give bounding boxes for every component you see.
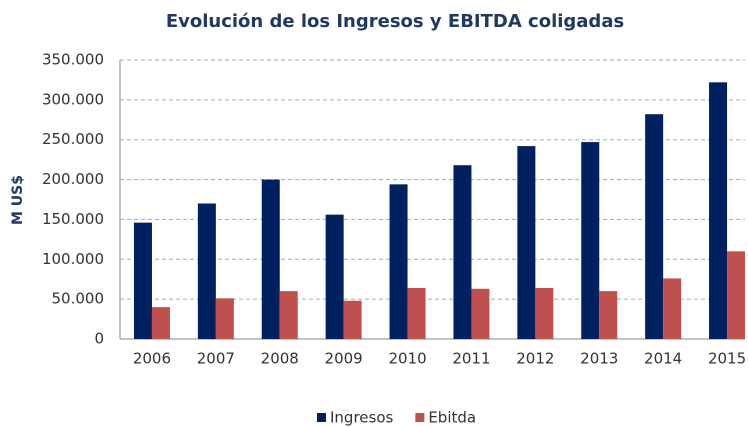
y-tick-label: 150.000	[42, 210, 104, 228]
bar	[709, 82, 728, 339]
bar	[279, 291, 298, 339]
bar	[453, 165, 472, 339]
x-tick-label: 2008	[261, 350, 299, 368]
y-tick-label: 250.000	[42, 130, 104, 148]
legend-label: Ebitda	[428, 409, 476, 427]
x-tick-label: 2006	[133, 350, 171, 368]
bar	[325, 214, 344, 339]
bar	[261, 179, 280, 339]
y-tick-label: 300.000	[42, 90, 104, 108]
y-tick-label: 350.000	[42, 51, 104, 69]
bar	[343, 300, 362, 339]
y-tick-label: 100.000	[42, 250, 104, 268]
chart-title: Evolución de los Ingresos y EBITDA colig…	[166, 11, 624, 32]
bar	[389, 184, 408, 339]
y-tick-label: 200.000	[42, 170, 104, 188]
bar	[535, 287, 554, 339]
bar	[581, 142, 600, 339]
x-tick-label: 2007	[197, 350, 235, 368]
bar	[645, 114, 664, 339]
bar	[407, 287, 426, 339]
x-tick-label: 2010	[388, 350, 426, 368]
x-tick-label: 2012	[516, 350, 554, 368]
y-tick-label: 0	[94, 330, 104, 348]
x-tick-label: 2009	[325, 350, 363, 368]
bar	[727, 251, 746, 339]
legend-label: Ingresos	[330, 409, 394, 427]
bar	[663, 278, 682, 339]
bar	[599, 291, 618, 339]
bar	[151, 307, 170, 339]
x-tick-label: 2013	[580, 350, 618, 368]
bar	[517, 146, 536, 339]
legend-swatch	[317, 413, 326, 422]
x-tick-label: 2011	[452, 350, 490, 368]
x-tick-label: 2015	[708, 350, 746, 368]
legend-swatch	[415, 413, 425, 422]
bar	[197, 203, 216, 339]
bar	[215, 298, 234, 339]
x-tick-label: 2014	[644, 350, 682, 368]
bar	[133, 222, 152, 339]
y-axis-label: M US$	[10, 175, 26, 225]
y-tick-label: 50.000	[52, 290, 105, 308]
bar	[471, 288, 490, 339]
